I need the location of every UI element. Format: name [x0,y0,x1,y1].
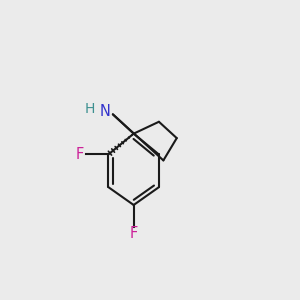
Text: N: N [100,104,111,119]
Text: F: F [76,147,84,162]
Text: F: F [130,226,138,241]
Text: H: H [85,102,95,116]
